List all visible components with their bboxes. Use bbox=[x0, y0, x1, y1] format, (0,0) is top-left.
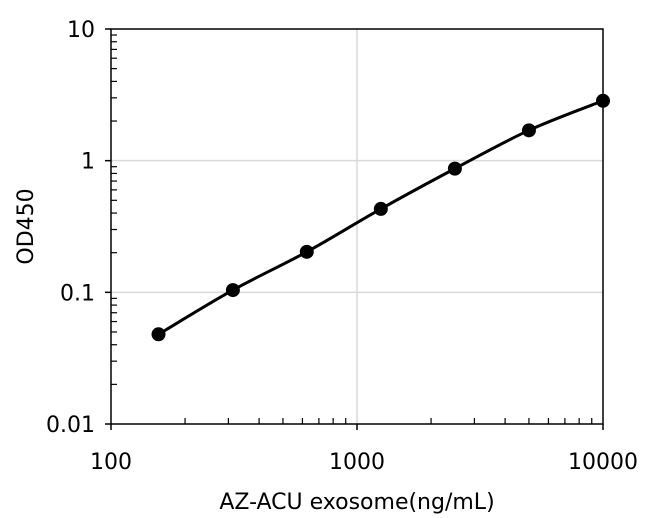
series-line bbox=[157, 99, 604, 336]
series-points bbox=[151, 93, 610, 342]
x-tick-labels: 100 1000 10000 bbox=[90, 450, 638, 475]
data-point bbox=[225, 283, 240, 298]
x-tick-label: 10000 bbox=[568, 450, 638, 475]
data-point bbox=[447, 161, 462, 176]
y-tick-label: 0.01 bbox=[46, 413, 95, 438]
data-point bbox=[299, 244, 314, 259]
y-tick-label: 10 bbox=[67, 18, 95, 43]
y-axis-title: OD450 bbox=[14, 188, 39, 264]
data-point bbox=[151, 327, 166, 342]
minor-ticks bbox=[105, 28, 604, 430]
data-point bbox=[521, 123, 536, 138]
y-tick-labels: 0.01 0.1 1 10 bbox=[46, 18, 95, 438]
y-tick-label: 0.1 bbox=[60, 281, 95, 306]
data-point bbox=[596, 93, 610, 108]
plot-area-frame bbox=[110, 28, 604, 425]
x-tick-label: 100 bbox=[90, 450, 132, 475]
x-tick-label: 1000 bbox=[329, 450, 385, 475]
gridlines bbox=[111, 29, 603, 424]
y-tick-label: 1 bbox=[81, 150, 95, 175]
series-lines bbox=[157, 99, 604, 336]
data-point bbox=[373, 201, 388, 216]
x-axis-title: AZ-ACU exosome(ng/mL) bbox=[219, 490, 494, 515]
